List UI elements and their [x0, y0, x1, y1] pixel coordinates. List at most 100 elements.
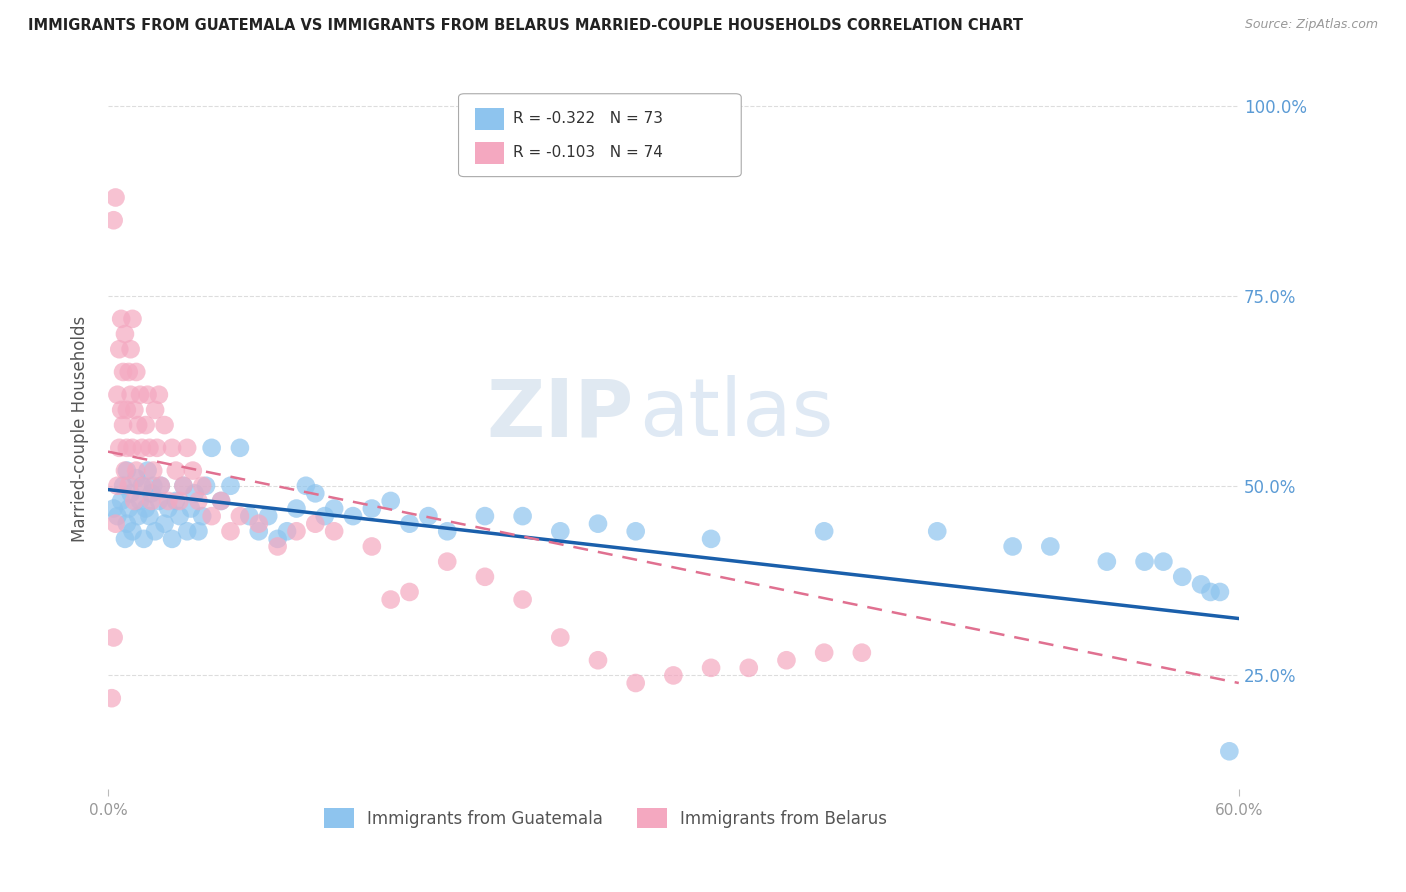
- Point: [474, 570, 496, 584]
- Point: [157, 494, 180, 508]
- Point: [624, 676, 647, 690]
- Point: [148, 388, 170, 402]
- Point: [276, 524, 298, 539]
- Text: R = -0.322   N = 73: R = -0.322 N = 73: [513, 112, 662, 127]
- Point: [219, 479, 242, 493]
- Point: [187, 524, 209, 539]
- Point: [512, 509, 534, 524]
- Point: [304, 486, 326, 500]
- Point: [112, 479, 135, 493]
- Point: [100, 691, 122, 706]
- Point: [118, 365, 141, 379]
- Point: [169, 494, 191, 508]
- Point: [141, 494, 163, 508]
- Point: [550, 524, 572, 539]
- Point: [103, 213, 125, 227]
- Point: [191, 509, 214, 524]
- Point: [247, 524, 270, 539]
- Point: [110, 403, 132, 417]
- Point: [257, 509, 280, 524]
- Point: [314, 509, 336, 524]
- Point: [209, 494, 232, 508]
- Point: [813, 646, 835, 660]
- Point: [110, 311, 132, 326]
- Point: [219, 524, 242, 539]
- Point: [136, 464, 159, 478]
- Point: [550, 631, 572, 645]
- Point: [107, 479, 129, 493]
- Point: [342, 509, 364, 524]
- Point: [157, 501, 180, 516]
- Point: [135, 418, 157, 433]
- Point: [108, 441, 131, 455]
- Point: [700, 532, 723, 546]
- Point: [172, 479, 194, 493]
- Point: [141, 486, 163, 500]
- Point: [120, 342, 142, 356]
- Point: [201, 509, 224, 524]
- Point: [1171, 570, 1194, 584]
- Point: [125, 464, 148, 478]
- Point: [136, 388, 159, 402]
- Point: [323, 524, 346, 539]
- Point: [851, 646, 873, 660]
- Text: ZIP: ZIP: [486, 376, 634, 453]
- Point: [110, 494, 132, 508]
- Point: [360, 501, 382, 516]
- Point: [1001, 540, 1024, 554]
- Point: [360, 540, 382, 554]
- Point: [295, 479, 318, 493]
- Point: [143, 403, 166, 417]
- Point: [146, 441, 169, 455]
- Point: [229, 509, 252, 524]
- Point: [813, 524, 835, 539]
- Point: [132, 532, 155, 546]
- Point: [176, 441, 198, 455]
- Point: [181, 464, 204, 478]
- Point: [398, 585, 420, 599]
- Point: [142, 464, 165, 478]
- Point: [1209, 585, 1232, 599]
- Point: [323, 501, 346, 516]
- Point: [153, 516, 176, 531]
- Point: [209, 494, 232, 508]
- Point: [127, 509, 149, 524]
- Point: [165, 464, 187, 478]
- Point: [104, 190, 127, 204]
- Point: [624, 524, 647, 539]
- Point: [266, 540, 288, 554]
- Point: [229, 441, 252, 455]
- Point: [103, 631, 125, 645]
- Point: [124, 403, 146, 417]
- Point: [143, 524, 166, 539]
- Point: [160, 441, 183, 455]
- Point: [107, 388, 129, 402]
- Point: [115, 403, 138, 417]
- Point: [304, 516, 326, 531]
- Point: [738, 661, 761, 675]
- Point: [418, 509, 440, 524]
- Point: [183, 486, 205, 500]
- Bar: [475, 108, 503, 129]
- Point: [103, 501, 125, 516]
- Point: [112, 365, 135, 379]
- Point: [380, 494, 402, 508]
- Point: [285, 524, 308, 539]
- Point: [172, 479, 194, 493]
- Point: [1218, 744, 1240, 758]
- Point: [125, 365, 148, 379]
- Point: [169, 509, 191, 524]
- Point: [195, 479, 218, 493]
- Point: [104, 516, 127, 531]
- Point: [112, 418, 135, 433]
- Text: R = -0.103   N = 74: R = -0.103 N = 74: [513, 145, 662, 161]
- Point: [1133, 555, 1156, 569]
- Point: [135, 501, 157, 516]
- Point: [398, 516, 420, 531]
- Point: [131, 479, 153, 493]
- Point: [121, 524, 143, 539]
- Point: [153, 418, 176, 433]
- Legend: Immigrants from Guatemala, Immigrants from Belarus: Immigrants from Guatemala, Immigrants fr…: [318, 801, 894, 835]
- Point: [120, 486, 142, 500]
- Point: [118, 479, 141, 493]
